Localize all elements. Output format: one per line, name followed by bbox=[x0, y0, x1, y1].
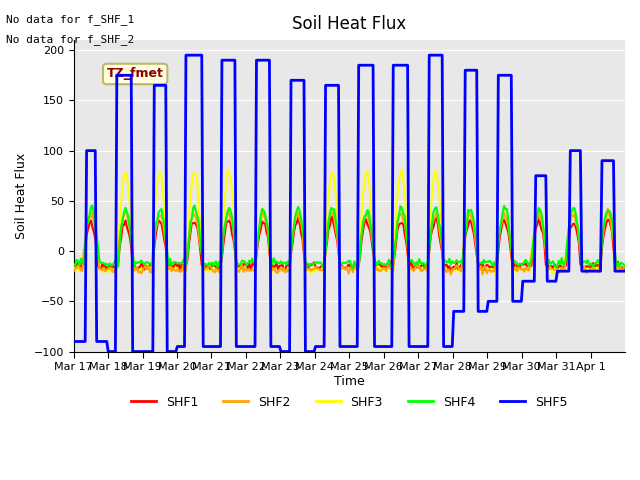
SHF3 bbox=[547, 265, 554, 271]
Legend: SHF1, SHF2, SHF3, SHF4, SHF5: SHF1, SHF2, SHF3, SHF4, SHF5 bbox=[126, 391, 573, 414]
SHF2 bbox=[547, 264, 554, 270]
SHF3 bbox=[353, 264, 361, 269]
SHF3 bbox=[621, 271, 629, 276]
SHF2 bbox=[604, 206, 612, 212]
SHF4 bbox=[620, 261, 627, 267]
Line: SHF5: SHF5 bbox=[74, 55, 625, 351]
SHF1 bbox=[328, 213, 335, 219]
Text: TZ_fmet: TZ_fmet bbox=[107, 68, 164, 81]
SHF5 bbox=[356, 62, 364, 68]
SHF3 bbox=[620, 268, 627, 274]
SHF5 bbox=[88, 148, 96, 154]
SHF2 bbox=[353, 267, 361, 273]
Line: SHF2: SHF2 bbox=[74, 209, 625, 275]
SHF1 bbox=[620, 267, 627, 273]
Line: SHF4: SHF4 bbox=[74, 205, 625, 268]
SHF1 bbox=[548, 263, 556, 269]
Line: SHF3: SHF3 bbox=[74, 169, 625, 275]
SHF4 bbox=[70, 262, 77, 267]
SHF4 bbox=[356, 251, 364, 256]
SHF4 bbox=[548, 260, 556, 265]
SHF5 bbox=[108, 348, 115, 354]
SHF5 bbox=[104, 348, 112, 354]
SHF3 bbox=[70, 267, 77, 273]
SHF1 bbox=[88, 224, 96, 229]
SHF3 bbox=[106, 269, 113, 275]
X-axis label: Time: Time bbox=[334, 375, 365, 388]
Y-axis label: Soil Heat Flux: Soil Heat Flux bbox=[15, 153, 28, 239]
Line: SHF1: SHF1 bbox=[74, 216, 625, 273]
SHF1 bbox=[447, 270, 454, 276]
SHF5 bbox=[466, 67, 474, 73]
SHF5 bbox=[182, 52, 190, 58]
SHF2 bbox=[88, 210, 96, 216]
SHF2 bbox=[621, 263, 629, 268]
SHF3 bbox=[88, 216, 96, 221]
SHF4 bbox=[90, 210, 98, 216]
SHF4 bbox=[349, 265, 356, 271]
SHF3 bbox=[398, 167, 406, 172]
Text: No data for f_SHF_2: No data for f_SHF_2 bbox=[6, 34, 134, 45]
SHF5 bbox=[70, 338, 77, 344]
SHF1 bbox=[106, 263, 113, 269]
SHF4 bbox=[88, 203, 96, 208]
SHF4 bbox=[621, 264, 629, 269]
SHF3 bbox=[464, 212, 472, 217]
SHF4 bbox=[466, 209, 474, 215]
SHF5 bbox=[621, 268, 629, 274]
SHF2 bbox=[70, 268, 77, 274]
SHF5 bbox=[620, 268, 627, 274]
SHF5 bbox=[548, 278, 556, 284]
SHF2 bbox=[106, 265, 113, 271]
SHF2 bbox=[620, 266, 627, 272]
SHF4 bbox=[108, 262, 115, 268]
Title: Soil Heat Flux: Soil Heat Flux bbox=[292, 15, 406, 33]
SHF3 bbox=[549, 272, 557, 278]
SHF2 bbox=[464, 214, 472, 219]
SHF1 bbox=[355, 263, 362, 269]
SHF1 bbox=[466, 217, 474, 223]
Text: No data for f_SHF_1: No data for f_SHF_1 bbox=[6, 14, 134, 25]
SHF2 bbox=[447, 272, 454, 277]
SHF1 bbox=[70, 262, 77, 268]
SHF1 bbox=[621, 264, 629, 270]
